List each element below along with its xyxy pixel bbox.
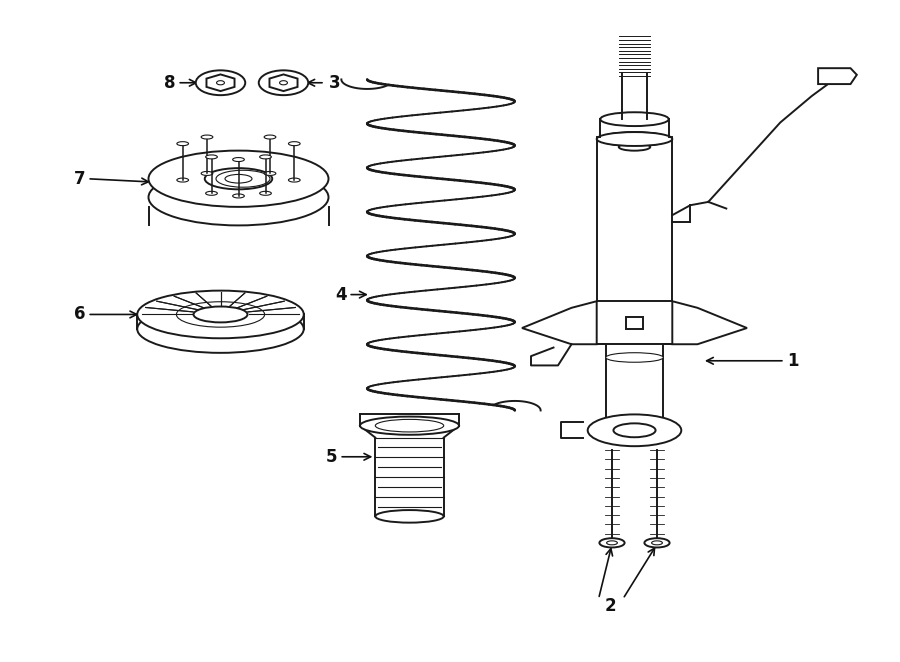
- Text: 6: 6: [74, 305, 86, 324]
- Ellipse shape: [202, 171, 213, 175]
- Bar: [626, 316, 643, 328]
- Ellipse shape: [375, 510, 444, 523]
- Ellipse shape: [177, 142, 189, 146]
- Text: 2: 2: [605, 596, 616, 615]
- Ellipse shape: [177, 178, 189, 182]
- Ellipse shape: [137, 291, 304, 338]
- Ellipse shape: [265, 171, 276, 175]
- Ellipse shape: [588, 414, 681, 446]
- Ellipse shape: [606, 353, 663, 362]
- Text: 4: 4: [335, 285, 346, 304]
- Ellipse shape: [260, 155, 272, 159]
- Ellipse shape: [217, 81, 224, 85]
- Ellipse shape: [614, 424, 655, 438]
- Ellipse shape: [225, 174, 252, 183]
- Text: 5: 5: [326, 448, 338, 466]
- Ellipse shape: [205, 191, 218, 195]
- Ellipse shape: [600, 132, 669, 146]
- Polygon shape: [206, 74, 235, 91]
- Ellipse shape: [600, 113, 669, 126]
- Ellipse shape: [360, 416, 459, 435]
- Ellipse shape: [265, 135, 276, 139]
- Ellipse shape: [375, 420, 444, 432]
- Polygon shape: [522, 301, 597, 344]
- Ellipse shape: [148, 151, 328, 207]
- Polygon shape: [269, 74, 298, 91]
- Ellipse shape: [259, 70, 308, 95]
- Ellipse shape: [599, 538, 625, 547]
- Text: 1: 1: [788, 352, 799, 370]
- Text: 3: 3: [328, 73, 340, 92]
- Ellipse shape: [194, 307, 248, 322]
- Ellipse shape: [148, 169, 328, 225]
- Ellipse shape: [597, 132, 672, 146]
- Text: 7: 7: [74, 169, 86, 188]
- Ellipse shape: [280, 81, 287, 85]
- Polygon shape: [818, 68, 857, 84]
- Ellipse shape: [137, 305, 304, 353]
- Ellipse shape: [652, 541, 662, 545]
- Ellipse shape: [205, 155, 218, 159]
- Ellipse shape: [260, 191, 272, 195]
- Ellipse shape: [232, 158, 245, 162]
- Ellipse shape: [196, 70, 245, 95]
- Ellipse shape: [288, 178, 301, 182]
- Polygon shape: [672, 301, 747, 344]
- Ellipse shape: [644, 538, 670, 547]
- Ellipse shape: [232, 194, 245, 198]
- Ellipse shape: [202, 135, 213, 139]
- Ellipse shape: [288, 142, 301, 146]
- Text: 8: 8: [164, 73, 176, 92]
- Ellipse shape: [607, 541, 617, 545]
- Ellipse shape: [205, 168, 272, 189]
- Ellipse shape: [619, 143, 650, 151]
